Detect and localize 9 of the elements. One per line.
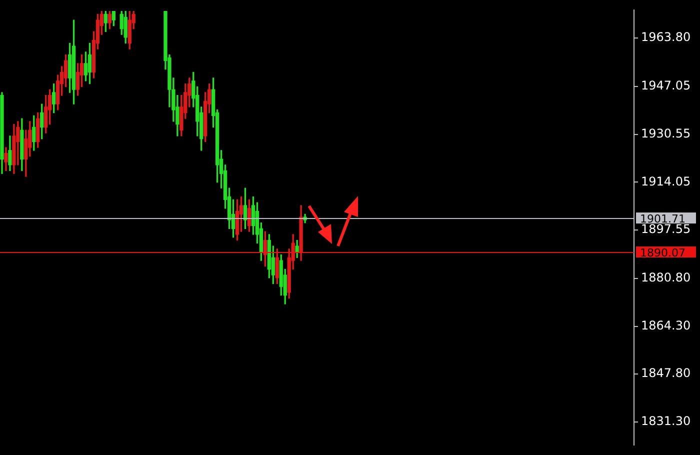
y-tick-label: 1930.55 [641, 126, 691, 140]
y-tick-label: 1864.30 [641, 318, 691, 332]
y-tick-label: 1947.05 [641, 78, 691, 93]
y-tick-label: 1914.05 [641, 174, 691, 188]
y-tick-label: 1831.30 [641, 414, 691, 428]
y-tick-label: 1963.80 [641, 30, 691, 44]
y-tick-label: 1847.80 [641, 366, 691, 380]
y-tick-label: 1880.80 [641, 270, 691, 285]
ref-line-label: 1890.07 [640, 246, 686, 260]
